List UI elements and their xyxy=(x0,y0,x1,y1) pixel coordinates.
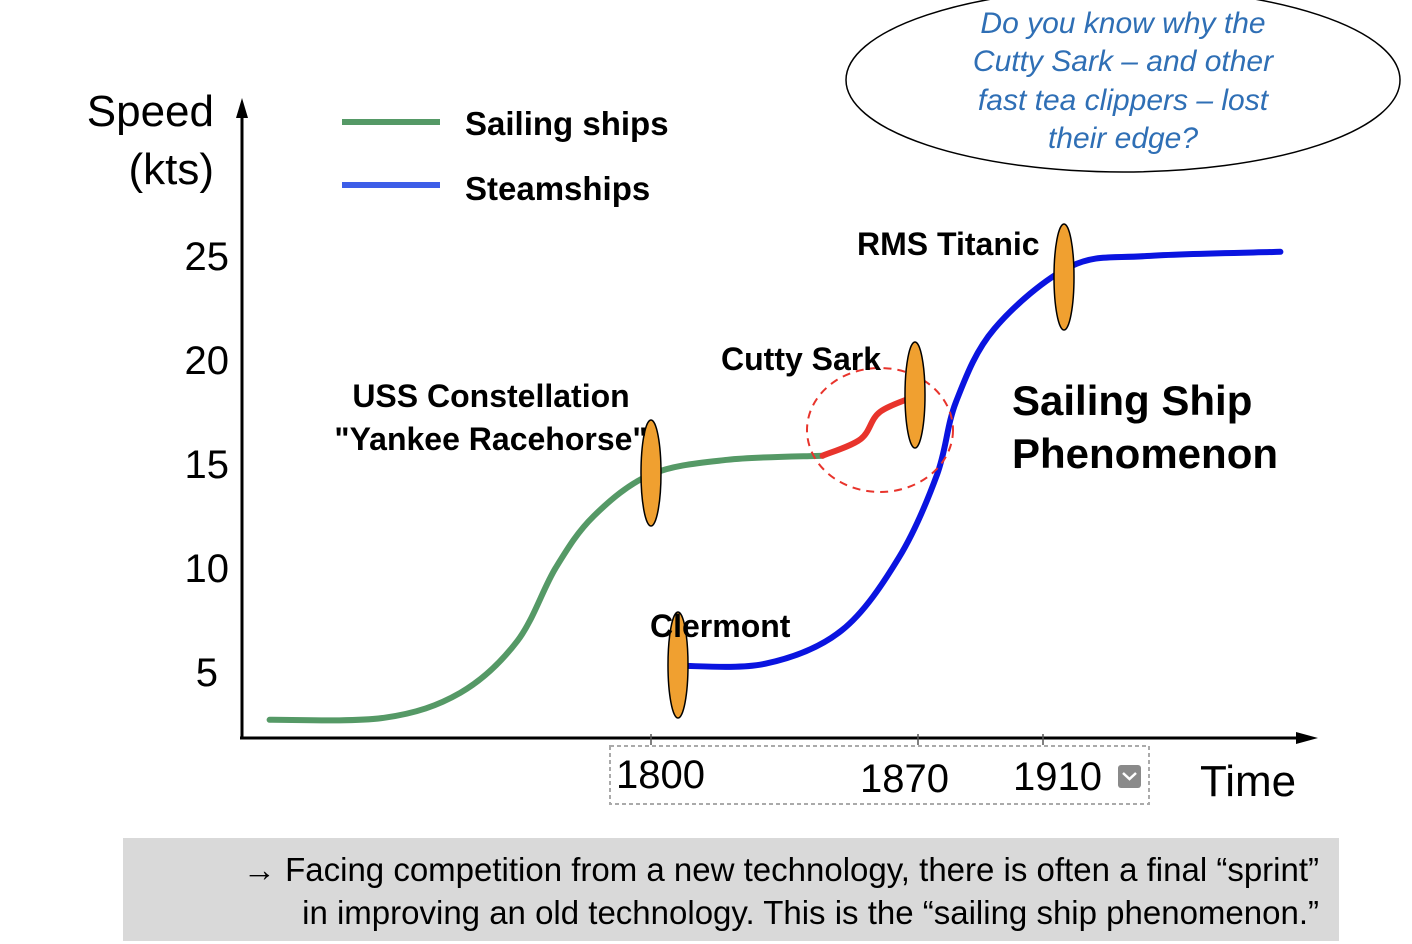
dropdown-button[interactable] xyxy=(1118,765,1141,788)
caption-line-2: in improving an old technology. This is … xyxy=(302,894,1319,931)
caption-line-1: → Facing competition from a new technolo… xyxy=(242,851,1319,888)
marker-cutty-sark xyxy=(904,341,926,449)
y-tick-25: 25 xyxy=(185,235,230,279)
y-axis-label-line-1: Speed xyxy=(87,87,214,136)
caption-box: → Facing competition from a new technolo… xyxy=(123,838,1339,941)
x-tick-1870: 1870 xyxy=(860,757,949,801)
y-tick-5: 5 xyxy=(196,651,218,695)
question-line-4: their edge? xyxy=(1048,122,1198,155)
x-axis-label: Time xyxy=(1200,757,1296,806)
series-line-sailing-ships xyxy=(266,452,826,724)
x-ticks-selection-box[interactable] xyxy=(609,745,1150,805)
annotation-clermont: Clermont xyxy=(650,608,791,644)
series-line-sprint xyxy=(819,392,921,459)
chevron-down-icon xyxy=(1122,772,1137,781)
x-tick-1800: 1800 xyxy=(616,753,705,797)
annotation-titanic: RMS Titanic xyxy=(857,226,1040,262)
question-line-2: Cutty Sark – and other xyxy=(973,45,1274,78)
marker-titanic xyxy=(1053,223,1075,331)
annotation-cutty-sark: Cutty Sark xyxy=(721,341,881,377)
question-line-3: fast tea clippers – lost xyxy=(978,84,1270,117)
y-tick-15: 15 xyxy=(185,443,230,487)
series-line-steamships xyxy=(674,248,1284,670)
x-tick-1910: 1910 xyxy=(1013,755,1102,799)
marker-clermont xyxy=(667,611,689,719)
annotation-constellation-line-2: "Yankee Racehorse" xyxy=(334,421,647,457)
marker-constellation xyxy=(640,419,662,527)
sprint-highlight-circle xyxy=(806,367,954,493)
question-bubble xyxy=(845,0,1401,173)
x-axis-arrow xyxy=(1296,732,1318,744)
y-tick-10: 10 xyxy=(185,547,230,591)
question-line-1: Do you know why the xyxy=(980,7,1265,40)
phenomenon-label-line-1: Sailing Ship xyxy=(1012,377,1252,424)
y-axis-arrow xyxy=(236,98,248,118)
y-tick-20: 20 xyxy=(185,339,230,383)
legend-label-sailing-ships: Sailing ships xyxy=(465,105,669,142)
phenomenon-label-line-2: Phenomenon xyxy=(1012,430,1278,477)
annotation-constellation-line-1: USS Constellation xyxy=(352,378,629,414)
y-axis-label-line-2: (kts) xyxy=(128,145,214,194)
legend-label-steamships: Steamships xyxy=(465,170,650,207)
